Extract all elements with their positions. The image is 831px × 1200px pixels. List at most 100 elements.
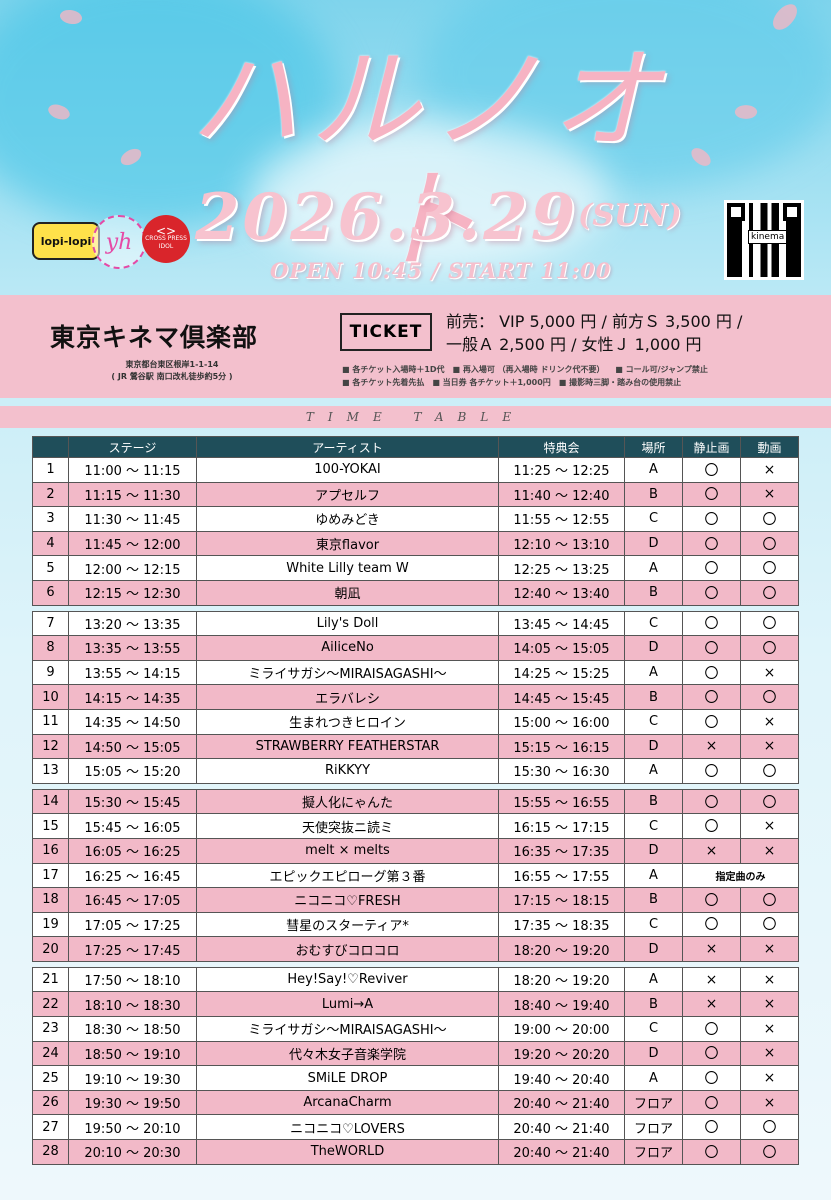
photo-permission: 〇 [682, 684, 741, 710]
photo-permission: 〇 [682, 758, 741, 784]
stage-time: 15:45 ～ 16:05 [68, 813, 197, 839]
stage-time: 13:55 ～ 14:15 [68, 659, 197, 686]
artist-name: アプセルフ [196, 481, 499, 508]
video-permission: 〇 [740, 1114, 799, 1141]
video-permission: 〇 [740, 555, 799, 581]
yh-logo: yh [92, 215, 146, 269]
table-row: 18 16:45 ～ 17:05 ニコニコ♡FRESH 17:15 ～ 18:15 B 〇… [32, 887, 799, 913]
benefit-time: 18:40 ～ 19:40 [498, 991, 625, 1018]
cross-press-sub: IDOL [158, 243, 174, 250]
video-permission: × [740, 1040, 799, 1067]
place: D [624, 1040, 683, 1067]
video-permission: 〇 [740, 530, 799, 557]
row-number: 22 [32, 991, 69, 1018]
stage-time: 11:45 ～ 12:00 [68, 530, 197, 557]
benefit-time: 17:15 ～ 18:15 [498, 887, 625, 913]
place: A [624, 758, 683, 784]
table-row: 26 19:30 ～ 19:50 ArcanaCharm 20:40 ～ 21:40 フ… [32, 1089, 799, 1116]
photo-permission: 〇 [682, 1065, 741, 1091]
row-number: 8 [32, 635, 69, 661]
photo-permission: × [682, 733, 741, 760]
open-start-time: OPEN 10:45 / START 11:00 [270, 258, 612, 283]
artist-name: ミライサガシ～MIRAISAGASHI～ [196, 659, 499, 686]
artist-name: TheWORLD [196, 1139, 499, 1165]
stage-time: 17:05 ～ 17:25 [68, 911, 197, 938]
table-body: 1 11:00 ～ 11:15 100-YOKAI 11:25 ～ 12:25 A 〇 × 2… [32, 457, 799, 1165]
photo-permission: × [682, 991, 741, 1018]
ticket-notes-line1: ■ 各チケット入場時＋1D代 ■ 再入場可 （再入場時 ドリンク代不要） ■ コ… [342, 365, 708, 374]
table-header-row: ステージ アーティスト 特典会 場所 静止画 動画 [32, 436, 799, 458]
benefit-time: 19:20 ～ 20:20 [498, 1040, 625, 1067]
table-row: 12 14:50 ～ 15:05 STRAWBERRY FEATHERSTAR 15:… [32, 733, 799, 760]
place: A [624, 457, 683, 483]
timetable-label: TIME TABLE [0, 406, 831, 428]
table-row: 25 19:10 ～ 19:30 SMiLE DROP 19:40 ～ 20:40 A 〇… [32, 1065, 799, 1091]
video-permission: 〇 [740, 506, 799, 532]
row-gap-cell [32, 782, 799, 790]
row-gap-cell [32, 960, 799, 968]
stage-time: 11:30 ～ 11:45 [68, 506, 197, 532]
col-header-stage: ステージ [68, 436, 197, 458]
place: C [624, 610, 683, 637]
artist-name: STRAWBERRY FEATHERSTAR [196, 733, 499, 760]
stage-time: 11:15 ～ 11:30 [68, 481, 197, 508]
video-permission: × [740, 1065, 799, 1091]
row-number: 28 [32, 1139, 69, 1165]
place: A [624, 966, 683, 993]
video-permission: × [740, 481, 799, 508]
row-gap [32, 782, 799, 790]
benefit-time: 20:40 ～ 21:40 [498, 1089, 625, 1116]
row-number: 20 [32, 936, 69, 962]
artist-name: melt × melts [196, 837, 499, 864]
place: B [624, 684, 683, 710]
row-gap-cell [32, 604, 799, 612]
artist-name: エラバレシ [196, 684, 499, 710]
benefit-time: 20:40 ～ 21:40 [498, 1139, 625, 1165]
photo-permission: 〇 [682, 1114, 741, 1141]
video-permission: 〇 [740, 1139, 799, 1165]
artist-name: ゆめみどき [196, 506, 499, 532]
photo-permission: 〇 [682, 555, 741, 581]
row-number: 3 [32, 506, 69, 532]
photo-permission: 〇 [682, 813, 741, 839]
place: C [624, 911, 683, 938]
table-row: 19 17:05 ～ 17:25 彗星のスターティア* 17:35 ～ 18:35 C 〇… [32, 911, 799, 938]
row-number: 11 [32, 708, 69, 735]
benefit-time: 11:55 ～ 12:55 [498, 506, 625, 532]
benefit-time: 12:10 ～ 13:10 [498, 530, 625, 557]
benefit-time: 14:25 ～ 15:25 [498, 659, 625, 686]
row-number: 14 [32, 788, 69, 815]
artist-name: ミライサガシ～MIRAISAGASHI～ [196, 1016, 499, 1042]
benefit-time: 15:30 ～ 16:30 [498, 758, 625, 784]
table-row: 8 13:35 ～ 13:55 AiliceNo 14:05 ～ 15:05 D 〇〇 [32, 635, 799, 661]
qr-code[interactable]: kinema [724, 200, 804, 280]
place: A [624, 555, 683, 581]
place: D [624, 936, 683, 962]
video-permission: × [740, 813, 799, 839]
benefit-time: 19:00 ～ 20:00 [498, 1016, 625, 1042]
benefit-time: 17:35 ～ 18:35 [498, 911, 625, 938]
artist-name: 天使突抜ニ読ミ [196, 813, 499, 839]
place: A [624, 1065, 683, 1091]
table-row: 17 16:25 ～ 16:45 エピックエピローグ第３番 16:55 ～ 17:55… [32, 862, 799, 889]
video-permission: 〇 [740, 579, 799, 606]
place: フロア [624, 1114, 683, 1141]
video-permission: 〇 [740, 758, 799, 784]
photo-permission: 〇 [682, 911, 741, 938]
video-permission: × [740, 837, 799, 864]
place: B [624, 579, 683, 606]
artist-name: 代々木女子音楽学院 [196, 1040, 499, 1067]
table-row: 28 20:10 ～ 20:30 TheWORLD 20:40 ～ 21:40 フロア〇… [32, 1139, 799, 1165]
row-number: 18 [32, 887, 69, 913]
artist-name: Lumi→A [196, 991, 499, 1018]
photo-permission: 〇 [682, 1089, 741, 1116]
event-day: (SUN) [578, 198, 682, 233]
stage-time: 15:30 ～ 15:45 [68, 788, 197, 815]
photo-permission: 〇 [682, 1040, 741, 1067]
benefit-time: 13:45 ～ 14:45 [498, 610, 625, 637]
cross-press-text: CROSS PRESS [145, 235, 187, 242]
artist-name: 東京flavor [196, 530, 499, 557]
info-band [0, 295, 831, 398]
photo-video-note: 指定曲のみ [682, 862, 799, 889]
benefit-time: 15:15 ～ 16:15 [498, 733, 625, 760]
